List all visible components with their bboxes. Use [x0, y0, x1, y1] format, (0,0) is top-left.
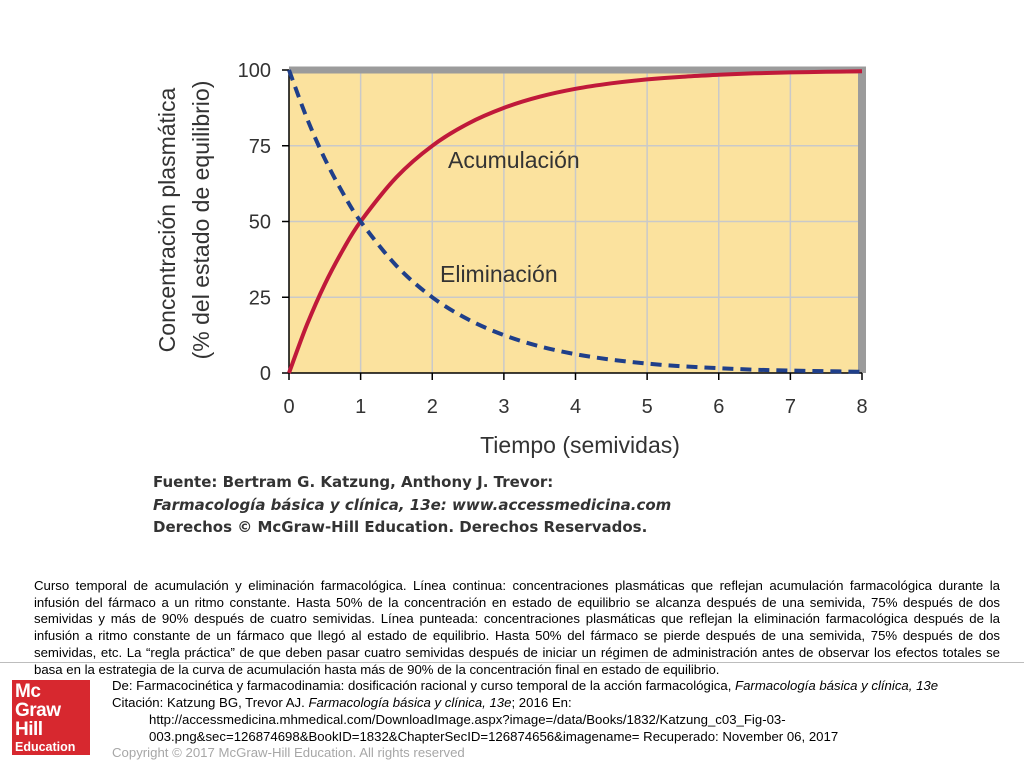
figure-caption: Curso temporal de acumulación y eliminac… — [34, 578, 1000, 677]
source-line-1: Fuente: Bertram G. Katzung, Anthony J. T… — [153, 473, 553, 491]
x-tick-label: 2 — [427, 396, 438, 418]
series-line-eliminacion — [287, 69, 863, 374]
grid — [289, 70, 862, 373]
x-tick-label: 1 — [355, 396, 366, 418]
copyright-notice: Copyright © 2017 McGraw-Hill Education. … — [112, 745, 465, 760]
logo-line-3: Hill — [15, 719, 43, 740]
y-tick-label: 25 — [249, 287, 271, 309]
citation-source-prefix: De: Farmacocinética y farmacodinamia: do… — [112, 678, 736, 693]
citation-url-line-2: 003.png&sec=126874698&BookID=1832&Chapte… — [149, 729, 839, 744]
logo-line-4: Education — [15, 740, 76, 754]
series-label-acumulacion: Acumulación — [448, 147, 580, 173]
series-line-acumulacion — [287, 69, 863, 374]
source-line-2: Farmacología básica y clínica, 13e: www.… — [153, 496, 671, 514]
source-line-3: Derechos © McGraw-Hill Education. Derech… — [153, 518, 647, 536]
axis-ticks: 0 1 2 3 4 5 6 7 8 0 25 50 75 100 — [238, 60, 868, 418]
citation-url-line-1: http://accessmedicina.mhmedical.com/Down… — [149, 712, 786, 727]
citation-source-line: De: Farmacocinética y farmacodinamia: do… — [112, 677, 1007, 694]
y-axis-label-line2: (% del estado de equilibrio) — [188, 81, 214, 360]
citation-suffix: ; 2016 En: — [511, 695, 572, 710]
x-tick-label: 6 — [713, 396, 724, 418]
x-tick-label: 0 — [283, 396, 294, 418]
citation-line: Citación: Katzung BG, Trevor AJ. Farmaco… — [112, 694, 1007, 711]
citation-prefix: Citación: Katzung BG, Trevor AJ. — [112, 695, 309, 710]
chart-svg: 0 1 2 3 4 5 6 7 8 0 25 50 75 100 Acumulación Eliminac… — [153, 60, 868, 536]
footer-divider — [0, 662, 1024, 663]
citation-block: De: Farmacocinética y farmacodinamia: do… — [112, 677, 1007, 745]
x-tick-label: 8 — [856, 396, 867, 418]
logo-line-1: Mc — [15, 681, 41, 702]
series-group — [287, 69, 863, 374]
x-tick-label: 5 — [642, 396, 653, 418]
x-tick-label: 3 — [498, 396, 509, 418]
x-axis-label: Tiempo (semividas) — [480, 432, 680, 458]
y-axis-label-line1: Concentración plasmática — [154, 87, 180, 352]
logo-line-2: Graw — [15, 700, 61, 721]
y-tick-label: 100 — [238, 60, 271, 82]
y-tick-label: 0 — [260, 363, 271, 385]
x-tick-label: 7 — [785, 396, 796, 418]
y-tick-label: 50 — [249, 212, 271, 234]
citation-book: Farmacología básica y clínica, 13e — [308, 695, 512, 710]
chart-figure: 0 1 2 3 4 5 6 7 8 0 25 50 75 100 Acumulación Eliminac… — [153, 60, 868, 536]
series-label-eliminacion: Eliminación — [440, 261, 558, 287]
mcgraw-hill-logo: Mc Graw Hill Education — [12, 680, 90, 755]
citation-source-book: Farmacología básica y clínica, 13e — [735, 678, 939, 693]
y-tick-label: 75 — [249, 136, 271, 158]
x-tick-label: 4 — [570, 396, 581, 418]
